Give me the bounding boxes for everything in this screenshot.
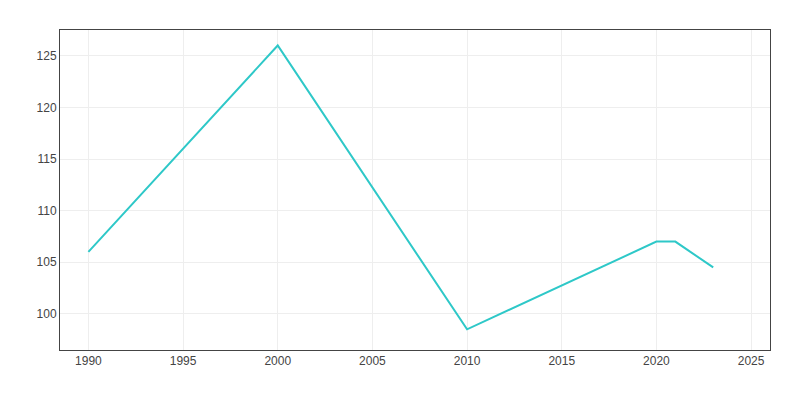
svg-text:2005: 2005 <box>359 354 386 368</box>
svg-text:110: 110 <box>37 204 56 218</box>
svg-text:125: 125 <box>37 49 57 63</box>
svg-text:115: 115 <box>37 152 56 166</box>
svg-text:100: 100 <box>37 307 57 321</box>
svg-text:2010: 2010 <box>454 354 481 368</box>
svg-text:1990: 1990 <box>75 354 102 368</box>
svg-text:1995: 1995 <box>170 354 197 368</box>
svg-text:2025: 2025 <box>738 354 765 368</box>
svg-text:120: 120 <box>37 101 57 115</box>
svg-text:2000: 2000 <box>264 354 291 368</box>
svg-text:2015: 2015 <box>548 354 575 368</box>
svg-text:105: 105 <box>37 255 57 269</box>
svg-text:2020: 2020 <box>643 354 670 368</box>
